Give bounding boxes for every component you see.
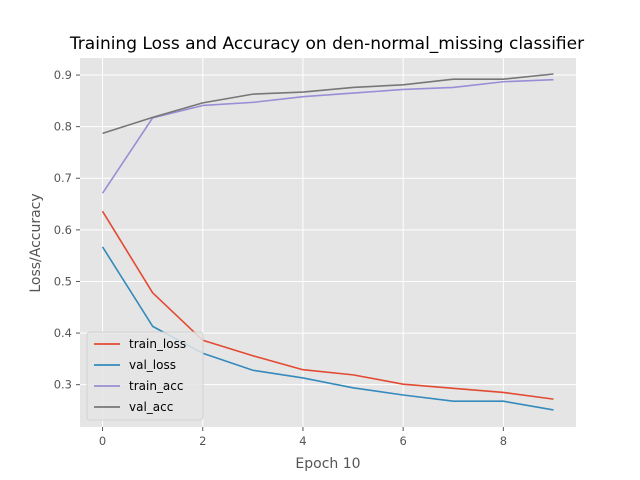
y-axis-label: Loss/Accuracy (28, 193, 44, 292)
x-tick-label: 2 (199, 434, 206, 448)
y-tick-label: 0.4 (54, 326, 72, 340)
y-tick-label: 0.9 (54, 68, 72, 82)
legend-label: train_acc (129, 379, 183, 393)
x-tick-label: 0 (99, 434, 106, 448)
grid (80, 58, 576, 427)
legend-label: train_loss (129, 337, 186, 351)
x-axis-ticks: 0 2 4 6 8 (99, 427, 507, 448)
y-tick-label: 0.3 (54, 378, 72, 392)
legend-label: val_acc (129, 400, 173, 414)
legend-box (86, 331, 204, 421)
x-axis-label: Epoch 10 (295, 456, 360, 472)
x-tick-label: 6 (399, 434, 406, 448)
chart-title: Training Loss and Accuracy on den-normal… (69, 34, 584, 54)
x-tick-label: 8 (500, 434, 507, 448)
y-tick-label: 0.6 (54, 223, 72, 237)
series-line-train-loss (101, 210, 554, 400)
legend-label: val_loss (129, 358, 176, 372)
series-line-val-acc (102, 73, 554, 135)
y-tick-label: 0.5 (54, 274, 72, 288)
legend: train_loss val_loss train_acc val_acc (86, 331, 204, 421)
y-axis-ticks: 0.3 0.4 0.5 0.6 0.7 0.8 0.9 (54, 68, 80, 392)
y-tick-label: 0.8 (54, 120, 72, 134)
x-tick-label: 4 (299, 434, 306, 448)
series-line-train-acc (101, 78, 554, 194)
y-tick-label: 0.7 (54, 171, 72, 185)
